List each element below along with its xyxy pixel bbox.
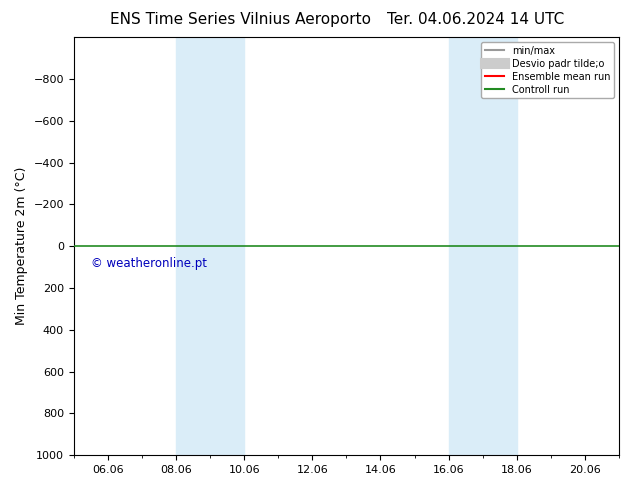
Y-axis label: Min Temperature 2m (°C): Min Temperature 2m (°C) <box>15 167 28 325</box>
Text: Ter. 04.06.2024 14 UTC: Ter. 04.06.2024 14 UTC <box>387 12 564 27</box>
Text: © weatheronline.pt: © weatheronline.pt <box>91 257 207 270</box>
Legend: min/max, Desvio padr tilde;o, Ensemble mean run, Controll run: min/max, Desvio padr tilde;o, Ensemble m… <box>481 42 614 98</box>
Bar <box>449 37 517 455</box>
Bar <box>176 37 244 455</box>
Text: ENS Time Series Vilnius Aeroporto: ENS Time Series Vilnius Aeroporto <box>110 12 372 27</box>
